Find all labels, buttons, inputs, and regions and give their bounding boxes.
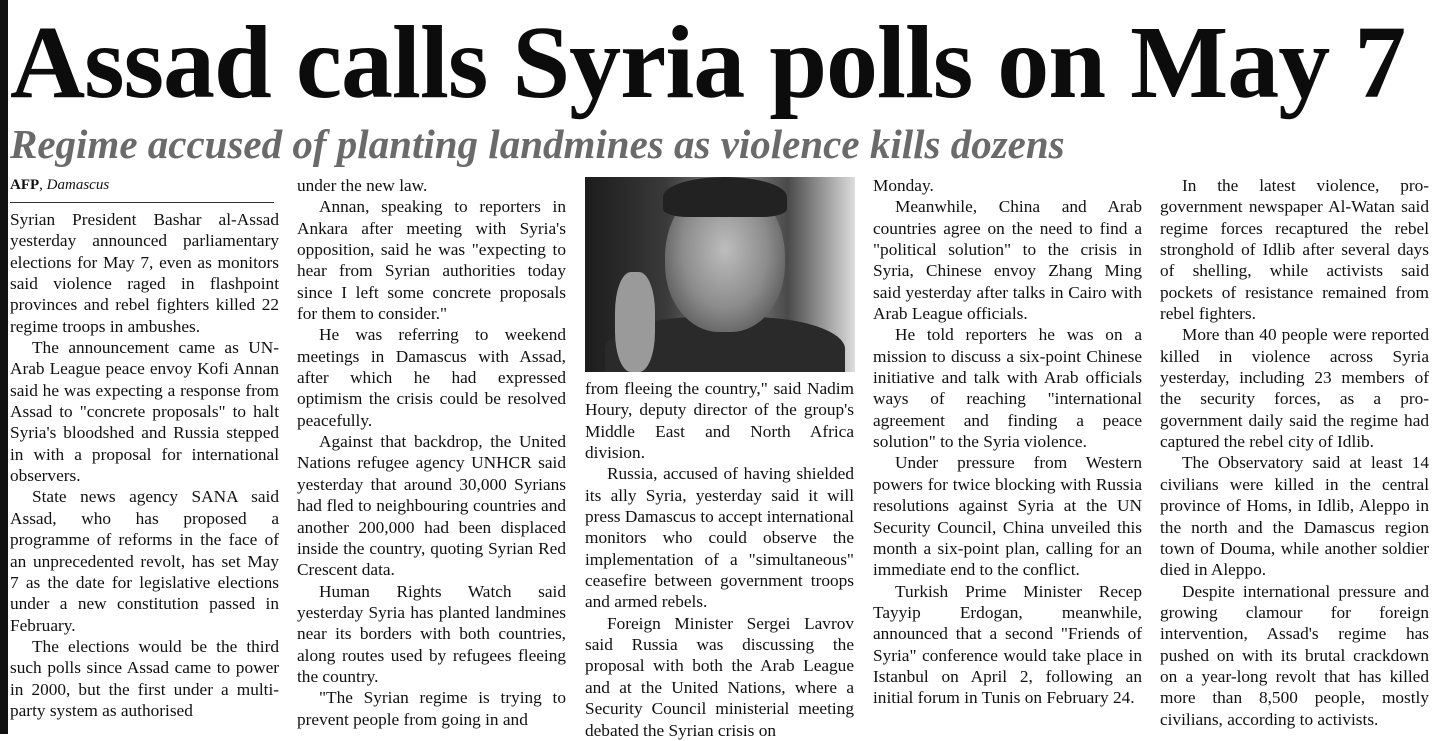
headline: Assad calls Syria polls on May 7	[10, 5, 1406, 120]
paragraph: Against that backdrop, the United Nation…	[297, 432, 566, 580]
article-column-4: Monday. Meanwhile, China and Arab countr…	[873, 175, 1142, 709]
paragraph: Syrian President Bashar al-Assad yesterd…	[10, 210, 279, 336]
paragraph: He was referring to weekend meetings in …	[297, 325, 566, 430]
assad-photo	[585, 177, 855, 372]
paragraph: from fleeing the country," said Nadim Ho…	[585, 379, 854, 463]
article-column-5: In the latest violence, pro-government n…	[1160, 175, 1429, 730]
byline: AFP, Damascus	[10, 175, 274, 203]
article-column-3: from fleeing the country," said Nadim Ho…	[585, 177, 855, 741]
paragraph: Meanwhile, China and Arab countries agre…	[873, 197, 1142, 324]
paragraph: The Observatory said at least 14 civilia…	[1160, 453, 1429, 580]
paragraph: Turkish Prime Minister Recep Tayyip Erdo…	[873, 581, 1142, 708]
paragraph: He told reporters he was on a mission to…	[873, 325, 1142, 452]
page-edge	[0, 0, 8, 734]
paragraph: Despite international pressure and growi…	[1160, 581, 1429, 729]
paragraph: Human Rights Watch said yesterday Syria …	[297, 581, 566, 686]
paragraph: Foreign Minister Sergei Lavrov said Russ…	[585, 613, 854, 740]
byline-place: Damascus	[46, 177, 110, 193]
paragraph: under the new law.	[297, 176, 428, 195]
article-column-2: under the new law. Annan, speaking to re…	[297, 175, 566, 730]
paragraph: "The Syrian regime is trying to prevent …	[297, 688, 566, 729]
paragraph: Russia, accused of having shielded its a…	[585, 464, 854, 612]
subheadline: Regime accused of planting landmines as …	[10, 121, 1065, 167]
paragraph: The announcement came as UN-Arab League …	[10, 338, 279, 486]
paragraph: More than 40 people were reported killed…	[1160, 325, 1429, 452]
paragraph: Annan, speaking to reporters in Ankara a…	[297, 197, 566, 324]
paragraph: Under pressure from Western powers for t…	[873, 453, 1142, 580]
paragraph: State news agency SANA said Assad, who h…	[10, 487, 279, 635]
paragraph: Monday.	[873, 176, 934, 195]
article-column-1: AFP, Damascus Syrian President Bashar al…	[10, 175, 279, 721]
byline-agency: AFP	[10, 177, 40, 193]
paragraph: The elections would be the third such po…	[10, 636, 279, 720]
paragraph: In the latest violence, pro-government n…	[1160, 176, 1429, 324]
